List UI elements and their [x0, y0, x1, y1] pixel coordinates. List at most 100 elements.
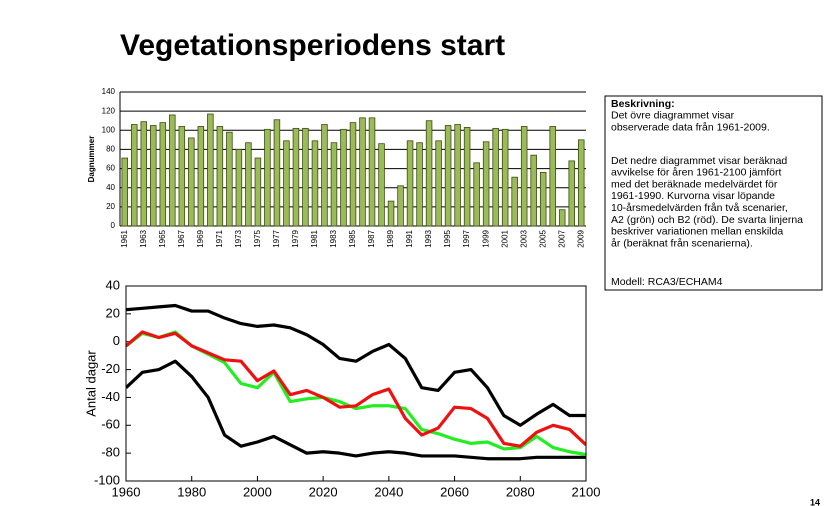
x-tick-label: 2040 [374, 484, 403, 499]
x-tick-label: 1993 [424, 229, 433, 247]
y-tick-label: 60 [106, 164, 115, 173]
bar [530, 154, 537, 227]
bar [558, 209, 566, 227]
bar [283, 140, 290, 227]
slide-title: Vegetationsperiodens start [120, 29, 505, 62]
y-tick-label: 40 [106, 183, 115, 192]
bar [207, 113, 214, 227]
bar [188, 137, 195, 227]
x-tick-label: 1969 [196, 229, 205, 247]
y-tick-label: -20 [101, 361, 120, 376]
y-tick-label: 80 [106, 145, 115, 154]
x-tick-label: 2007 [557, 229, 566, 247]
bar [473, 162, 480, 227]
bar [292, 127, 300, 227]
y-tick-label: -100 [94, 472, 120, 487]
bar [254, 157, 262, 227]
bar [406, 140, 414, 227]
bar [378, 143, 385, 227]
description-line: observerade data från 1961-2009. [611, 121, 770, 133]
bar [577, 139, 585, 227]
x-tick-label: 1973 [234, 229, 243, 247]
description-line: 1961-1990. Kurvorna visar löpande [611, 190, 775, 202]
bar [454, 124, 461, 227]
bar [539, 171, 547, 227]
y-tick-label: 20 [106, 305, 120, 320]
bar [178, 126, 186, 227]
description-line: med det beräknade medelvärdet för [611, 178, 778, 190]
description-heading: Beskrivning: [611, 98, 675, 110]
x-tick-label: 2020 [309, 484, 338, 499]
x-tick-label: 1975 [253, 229, 262, 247]
x-tick-label: 1977 [272, 229, 281, 247]
bar [159, 122, 167, 227]
bar [501, 128, 509, 227]
bar [425, 120, 433, 227]
description-line: avvikelse för åren 1961-2100 jämfört [611, 167, 782, 179]
y-tick-label: 20 [106, 202, 115, 211]
bar [264, 128, 271, 227]
y-tick-label: 120 [102, 106, 116, 115]
description-line: 10-årsmedelvärden från två scenarier, [611, 202, 788, 214]
x-tick-label: 2001 [500, 229, 509, 247]
bar [482, 141, 490, 227]
bar [311, 140, 319, 227]
x-tick-label: 1965 [158, 229, 167, 247]
bar [226, 131, 233, 227]
series-line [126, 330, 586, 457]
description-line: Det övre diagrammet visar [611, 110, 735, 122]
bar [302, 127, 309, 227]
bar [340, 128, 347, 227]
x-tick-label: 2080 [506, 484, 535, 499]
description-line: beskriver variationen mellan enskilda [611, 226, 783, 238]
bar [435, 140, 442, 227]
bar [235, 149, 243, 227]
x-tick-label: 2003 [519, 229, 528, 247]
bar [349, 122, 357, 227]
x-tick-label: 1967 [177, 229, 186, 247]
bar [416, 142, 423, 227]
x-tick-label: 2009 [576, 229, 585, 247]
bar [273, 119, 281, 227]
x-tick-label: 1980 [177, 484, 206, 499]
y-tick-label: 140 [102, 87, 116, 96]
x-tick-label: 2000 [243, 484, 272, 499]
x-tick-label: 1991 [405, 229, 414, 247]
x-tick-label: 1981 [310, 229, 319, 247]
description-line: Det nedre diagrammet visar beräknad [611, 155, 787, 167]
bar [140, 121, 148, 227]
y-tick-label: 40 [106, 277, 120, 292]
bar [511, 176, 518, 227]
bar [359, 117, 366, 227]
bar [131, 124, 138, 227]
bar [245, 142, 252, 227]
bar [368, 117, 376, 227]
bar [150, 125, 157, 227]
bar [216, 126, 224, 227]
plot-frame [125, 285, 587, 482]
page-number: 14 [810, 497, 820, 506]
y-axis-label: Dagnummer [87, 136, 96, 183]
y-tick-label: -80 [101, 445, 120, 460]
description-line: A2 (grön) och B2 (röd). De svarta linjer… [611, 214, 803, 226]
bar [321, 124, 328, 227]
x-tick-label: 1979 [291, 229, 300, 247]
bar [463, 127, 471, 227]
y-tick-label: -40 [101, 389, 120, 404]
series-line [126, 330, 586, 448]
y-tick-label: -60 [101, 417, 120, 432]
bar [169, 114, 176, 227]
bar [197, 126, 205, 227]
y-tick-label: 0 [111, 221, 116, 230]
x-tick-label: 1995 [443, 229, 452, 247]
x-tick-label: 2060 [440, 484, 469, 499]
description-box [604, 95, 823, 291]
x-tick-label: 1971 [215, 229, 224, 247]
bar [549, 126, 556, 227]
x-tick-label: 1997 [462, 229, 471, 247]
bar [397, 185, 404, 227]
bar [444, 125, 452, 227]
y-tick-label: 0 [113, 333, 120, 348]
x-tick-label: 1983 [329, 229, 338, 247]
